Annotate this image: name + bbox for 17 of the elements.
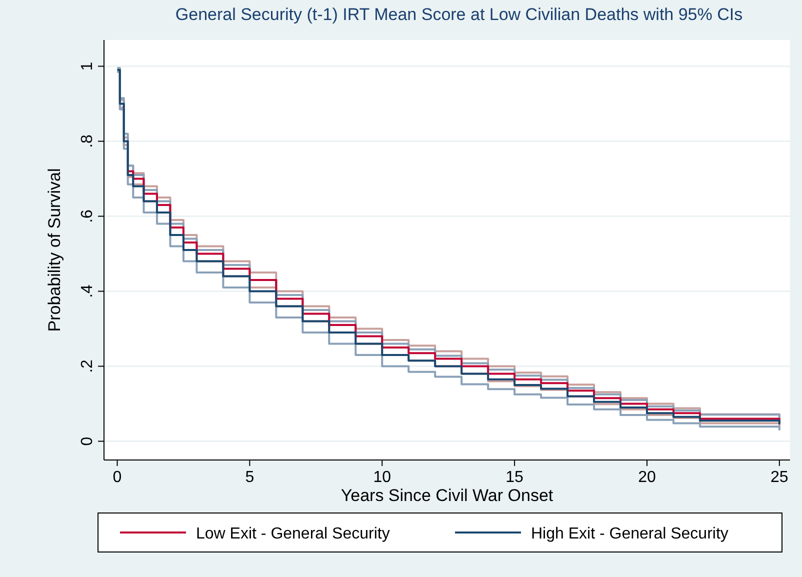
y-tick-label: 0 bbox=[79, 436, 96, 446]
y-tick-label: .8 bbox=[79, 134, 96, 148]
y-axis-title: Probability of Survival bbox=[45, 168, 64, 332]
x-tick-label: 5 bbox=[245, 469, 254, 486]
legend-label: Low Exit - General Security bbox=[196, 526, 390, 542]
legend-label: High Exit - General Security bbox=[531, 526, 728, 542]
x-tick-label: 20 bbox=[638, 469, 656, 486]
chart-title: General Security (t-1) IRT Mean Score at Low Civilian Deaths with 95% CIs bbox=[175, 5, 743, 24]
x-tick-label: 25 bbox=[770, 469, 788, 486]
x-tick-label: 15 bbox=[506, 469, 524, 486]
y-tick-label: .6 bbox=[79, 209, 96, 223]
y-tick-label: .2 bbox=[79, 359, 96, 373]
x-tick-label: 10 bbox=[373, 469, 392, 486]
x-axis-title: Years Since Civil War Onset bbox=[340, 486, 554, 505]
y-tick-label: 1 bbox=[79, 62, 96, 71]
x-tick-label: 0 bbox=[112, 469, 122, 486]
y-tick-label: .4 bbox=[79, 284, 96, 298]
